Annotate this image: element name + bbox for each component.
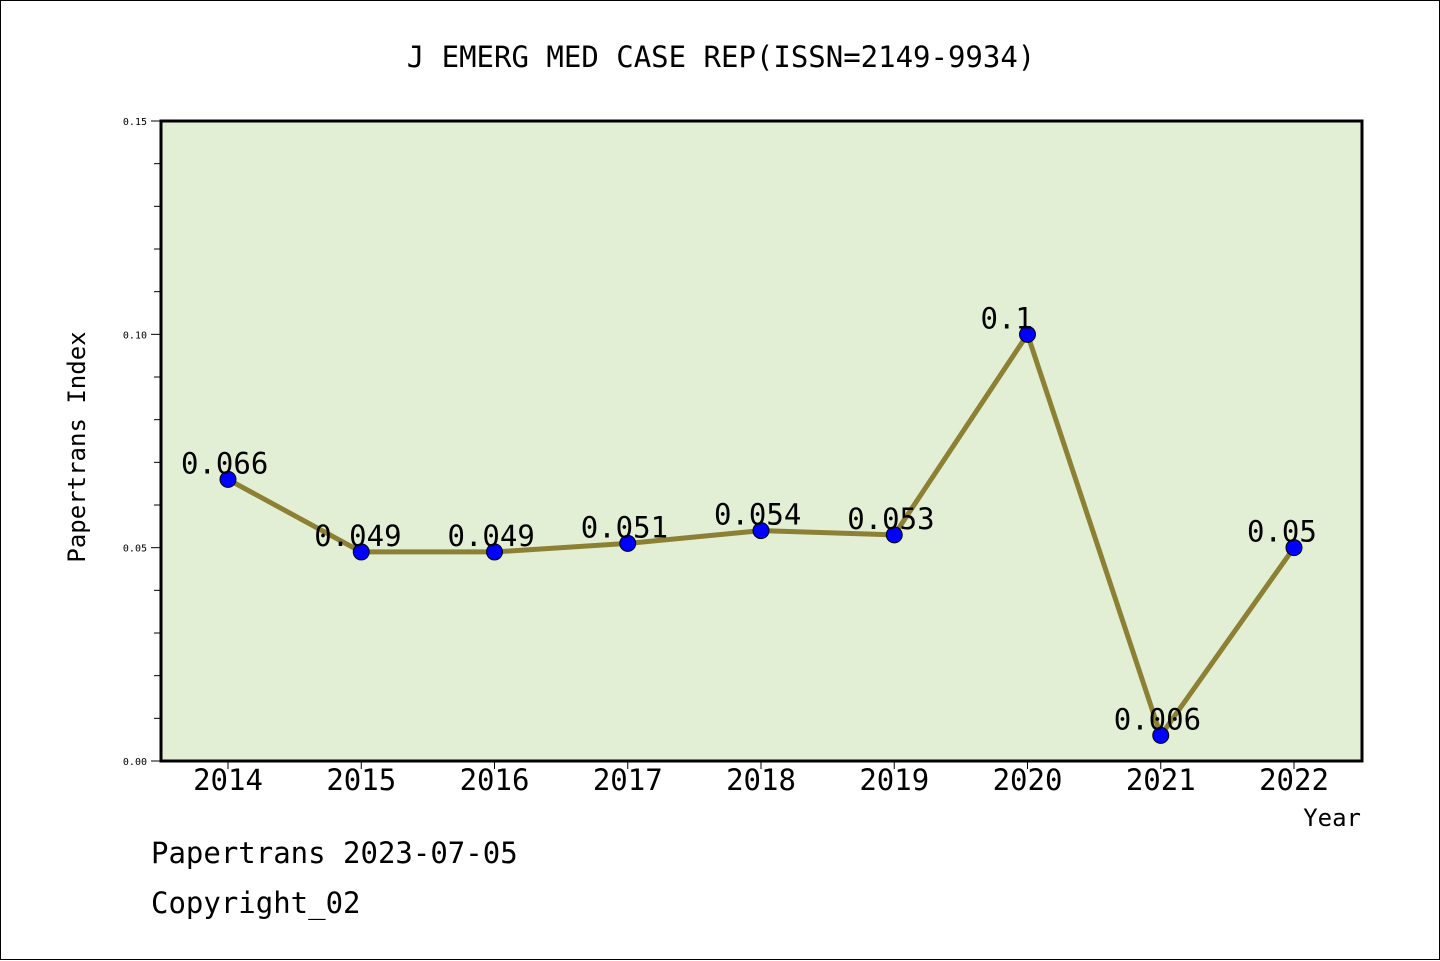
x-tick-label: 2015	[326, 763, 396, 797]
data-label: 0.054	[714, 498, 801, 532]
x-tick-label: 2021	[1126, 763, 1196, 797]
chart-title: J EMERG MED CASE REP(ISSN=2149-9934)	[407, 40, 1036, 74]
data-point	[1152, 726, 1170, 744]
x-axis-label: Year	[1303, 804, 1361, 832]
x-axis: 2014 2015 2016 2017 2018 2019 2020 2021 2022	[193, 761, 1329, 797]
footer-date: Papertrans 2023-07-05	[151, 836, 518, 870]
x-tick-label: 2014	[193, 763, 263, 797]
data-label: 0.049	[448, 519, 535, 553]
data-point	[1285, 539, 1303, 557]
y-axis: 0.00 0.05 0.10 0.15	[123, 117, 161, 768]
data-point	[486, 543, 503, 561]
x-tick-label: 2019	[859, 763, 929, 797]
data-point	[219, 470, 237, 488]
data-label: 0.006	[1114, 702, 1201, 736]
x-tick-label: 2017	[593, 763, 663, 797]
x-tick-label: 2016	[460, 763, 530, 797]
data-point	[352, 543, 370, 561]
y-tick-label: 0.05	[123, 544, 147, 555]
x-tick-label: 2020	[993, 763, 1063, 797]
data-point	[619, 534, 637, 552]
y-tick-label: 0.00	[123, 757, 147, 768]
x-tick-label: 2018	[726, 763, 796, 797]
footer-copyright: Copyright_02	[151, 886, 361, 920]
data-label: 0.05	[1247, 515, 1317, 549]
data-label: 0.066	[181, 446, 268, 480]
data-label: 0.051	[581, 510, 668, 544]
y-tick-label: 0.15	[123, 117, 147, 128]
data-point	[1019, 325, 1036, 343]
data-point	[885, 526, 903, 544]
y-axis-label: Papertrans Index	[63, 331, 91, 562]
data-point	[752, 522, 770, 540]
data-label: 0.049	[314, 519, 401, 553]
y-tick-label: 0.10	[123, 330, 147, 341]
plot-area	[159, 119, 1364, 763]
x-tick-label: 2022	[1259, 763, 1329, 797]
series-markers	[219, 325, 1303, 744]
data-label: 0.1	[981, 301, 1033, 335]
data-label: 0.053	[847, 502, 934, 536]
data-labels: 0.066 0.049 0.049 0.051 0.054 0.053 0.1 0.006 0.…	[181, 301, 1317, 736]
